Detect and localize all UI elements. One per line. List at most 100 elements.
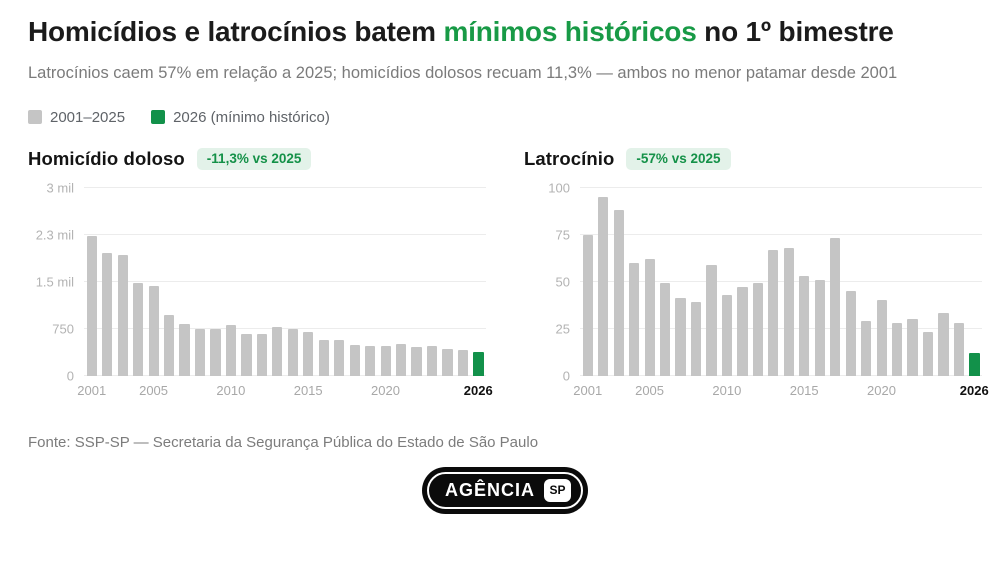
bar-2003 (613, 210, 624, 376)
bar-2008 (194, 328, 206, 376)
bar-slot (611, 188, 626, 376)
bars-container (580, 188, 982, 376)
x-tick-label-2010: 2010 (712, 382, 742, 398)
bar-2006 (163, 315, 175, 376)
bar-slot (704, 188, 719, 376)
bar-2023 (426, 346, 438, 376)
x-tick-label-2026: 2026 (959, 382, 989, 398)
bar-2025 (953, 322, 965, 376)
bar-2020 (380, 346, 391, 376)
bar-slot (905, 188, 920, 376)
bar-slot (936, 188, 951, 376)
chart-legend: 2001–2025 2026 (mínimo histórico) (28, 109, 982, 126)
title-highlight: mínimos históricos (443, 16, 697, 47)
bar-slot (332, 188, 347, 376)
bar-2015 (303, 331, 314, 376)
bar-slot (378, 188, 393, 376)
title-suffix: no 1º bimestre (696, 16, 894, 47)
x-tick-label-2010: 2010 (216, 382, 246, 398)
change-badge: -11,3% vs 2025 (196, 147, 312, 170)
bar-slot (99, 188, 114, 376)
chart-homicidio-doloso: Homicídio doloso -11,3% vs 2025 0 750 1.5 … (28, 146, 493, 398)
x-tick-label-2015: 2015 (293, 382, 323, 398)
gridline (84, 374, 486, 376)
gridline (84, 280, 486, 282)
source-note: Fonte: SSP-SP — Secretaria da Segurança … (28, 433, 539, 451)
bar-slot (657, 188, 672, 376)
bar-2001 (582, 234, 593, 376)
bar-slot (285, 188, 300, 376)
bar-2026 (969, 352, 980, 376)
bar-slot (347, 188, 362, 376)
bar-2013 (768, 249, 779, 376)
x-tick-label-2026: 2026 (463, 382, 493, 398)
bar-2017 (334, 339, 345, 376)
chart-header: Latrocínio -57% vs 2025 (524, 146, 982, 172)
bar-2010 (721, 294, 733, 376)
bar-2012 (256, 334, 267, 376)
logo-wordmark: AGÊNCIA (444, 479, 535, 500)
bar-2013 (272, 326, 283, 376)
plot-area: 0 750 1.5 mil 2.3 mil 3 mil 2001 2005 2010 2015 2… (36, 180, 493, 398)
x-tick-label-2001: 2001 (573, 382, 603, 398)
bar-slot (719, 188, 734, 376)
bar-slot (595, 188, 610, 376)
bar-slot (688, 188, 703, 376)
logo-inner: AGÊNCIA SP (426, 471, 583, 509)
bar-2018 (845, 290, 856, 376)
y-tick-label: 25 (555, 321, 570, 337)
bar-2023 (922, 332, 934, 376)
bar-2021 (892, 322, 903, 376)
x-tick-label-2020: 2020 (867, 382, 896, 398)
bar-slot (316, 188, 331, 376)
gridline (580, 280, 982, 282)
bar-slot (192, 188, 207, 376)
bar-2015 (799, 275, 810, 376)
bar-2002 (102, 253, 113, 376)
y-tick-label: 3 mil (46, 180, 74, 196)
y-tick-label: 100 (548, 180, 570, 196)
bar-2017 (830, 238, 841, 376)
bar-2011 (241, 333, 252, 376)
bar-2019 (861, 321, 872, 376)
bar-2014 (783, 247, 794, 376)
bar-2018 (349, 344, 360, 376)
bars-container (84, 188, 486, 376)
y-tick-label: 0 (66, 368, 74, 384)
chart-title: Homicídio doloso (28, 147, 185, 169)
legend-label: 2026 (mínimo histórico) (173, 108, 330, 126)
bar-2026 (473, 352, 484, 376)
y-tick-label: 0 (562, 368, 570, 384)
bar-slot (735, 188, 750, 376)
x-tick-label-2005: 2005 (635, 382, 665, 398)
bar-2019 (365, 346, 376, 376)
bar-2005 (148, 285, 159, 376)
legend-item-2026: 2026 (mínimo histórico) (151, 109, 330, 126)
bar-slot (874, 188, 889, 376)
bar-2009 (706, 264, 717, 376)
bar-slot (889, 188, 904, 376)
bar-2012 (752, 283, 763, 376)
bar-2014 (287, 328, 298, 376)
gridline (580, 186, 982, 188)
bar-slot (843, 188, 858, 376)
bar-slot (208, 188, 223, 376)
bar-2008 (690, 302, 702, 376)
bar-2009 (210, 329, 221, 376)
bar-slot (750, 188, 765, 376)
bar-slot (455, 188, 470, 376)
bar-slot (828, 188, 843, 376)
legend-item-historical: 2001–2025 (28, 109, 125, 126)
charts-row: Homicídio doloso -11,3% vs 2025 0 750 1.5 … (28, 146, 989, 398)
bar-2010 (225, 325, 237, 376)
sp-badge-icon: SP (544, 478, 571, 502)
x-tick-label-2005: 2005 (139, 382, 169, 398)
gridline (84, 327, 486, 329)
bar-2024 (938, 313, 949, 376)
bar-2021 (396, 343, 407, 376)
bar-slot (270, 188, 285, 376)
bar-2016 (814, 279, 825, 376)
bar-slot (797, 188, 812, 376)
bar-slot (424, 188, 439, 376)
x-tick-label-2015: 2015 (789, 382, 819, 398)
